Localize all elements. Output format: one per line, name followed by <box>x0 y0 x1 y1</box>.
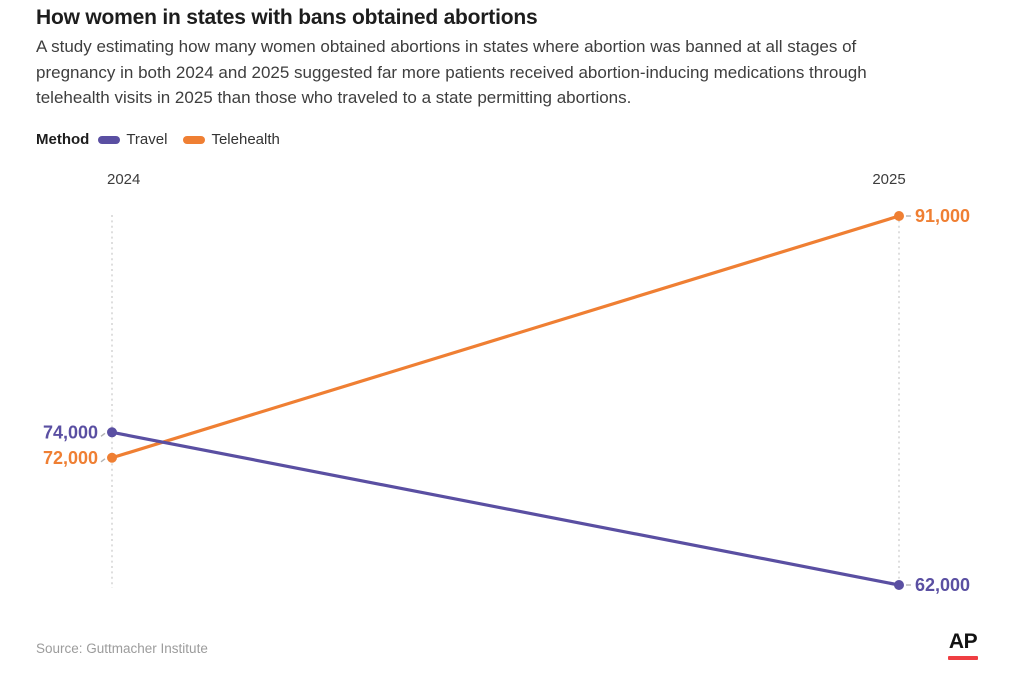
data-point <box>107 452 117 463</box>
telehealth-swatch-icon <box>183 135 206 144</box>
legend: Method Travel Telehealth <box>36 131 296 148</box>
ap-logo: AP <box>948 630 978 660</box>
legend-title: Method <box>36 131 90 148</box>
legend-item-label: Travel <box>126 131 168 148</box>
year-label: 2025 <box>872 171 905 188</box>
ap-logo-bar <box>948 656 978 660</box>
chart-description: A study estimating how many women obtain… <box>36 37 867 107</box>
ap-logo-text: AP <box>948 630 978 653</box>
travel-swatch-icon <box>98 135 121 144</box>
value-label: 62,000 <box>915 575 970 595</box>
legend-item-label: Telehealth <box>211 131 280 148</box>
legend-item-travel: Travel <box>98 131 167 148</box>
data-line <box>110 214 901 460</box>
source-note: Source: Guttmacher Institute <box>36 641 208 656</box>
value-label: 91,000 <box>915 206 970 226</box>
leader-tick <box>100 458 106 463</box>
leader-tick <box>100 432 106 437</box>
data-line <box>110 430 901 587</box>
year-label: 2024 <box>107 171 140 188</box>
data-point <box>894 580 904 590</box>
page-title: How women in states with bans obtained a… <box>36 6 538 29</box>
value-label: 74,000 <box>43 422 98 442</box>
legend-item-telehealth: Telehealth <box>183 131 280 148</box>
value-label: 72,000 <box>43 448 98 468</box>
data-point <box>894 211 904 221</box>
data-point <box>107 427 117 438</box>
